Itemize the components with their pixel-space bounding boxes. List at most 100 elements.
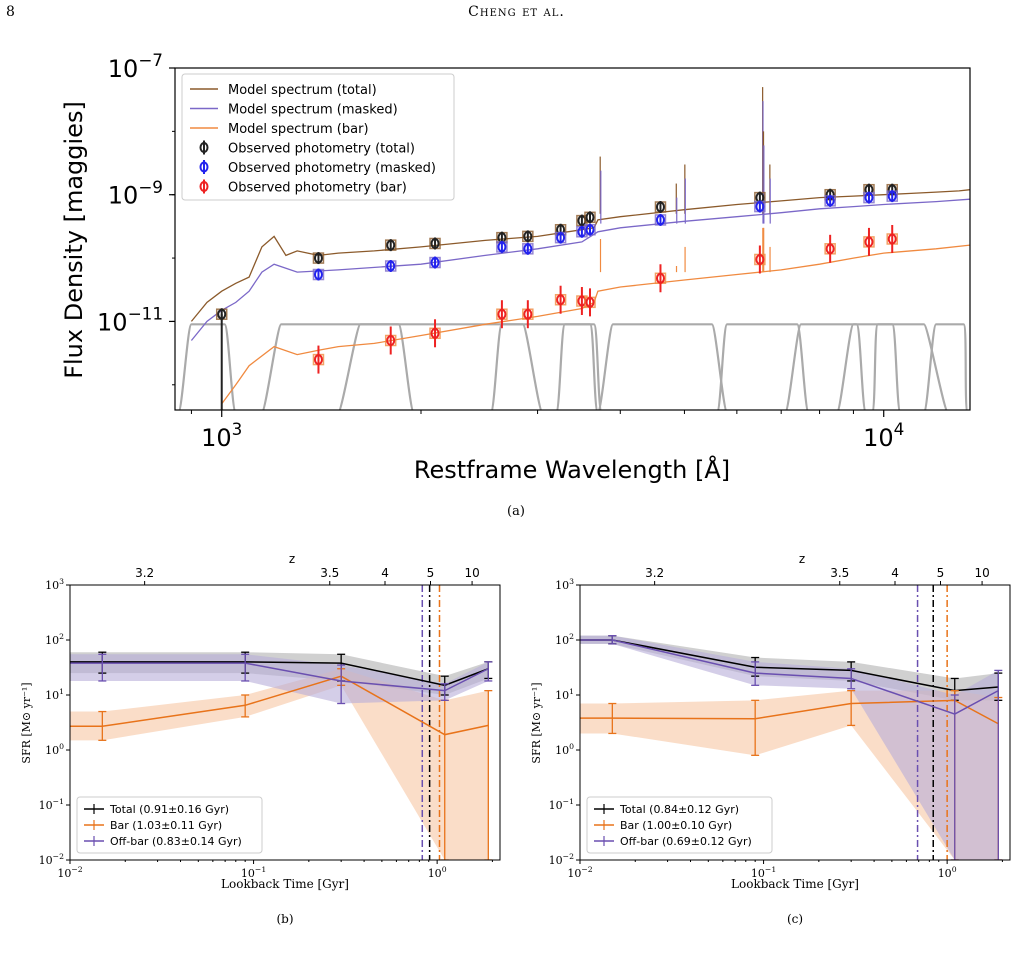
sfh-y-tick-label-base: 10 — [39, 854, 53, 867]
observed-point-bar — [585, 296, 595, 308]
sfh-y-tick-label: 10−2 — [549, 852, 574, 867]
page-header: 8 Cheng et al. — [0, 0, 1033, 30]
sed-y-tick-label: 10−7 — [108, 50, 163, 83]
sfh-x-tick-label: 10−2 — [57, 865, 82, 880]
sfh-c-y-axis-label: SFR [M⊙ yr⁻¹] — [530, 682, 543, 763]
sfh-band-offbar — [580, 635, 999, 860]
observed-point-total — [313, 252, 323, 264]
sfh-b-y-axis-label: SFR [M⊙ yr⁻¹] — [20, 682, 33, 763]
sfh-line-total — [70, 661, 489, 687]
sfh-line-bar — [580, 699, 999, 725]
sfh-x-tick-label: 100 — [938, 865, 957, 880]
sed-y-ticks: 10−710−910−11 — [97, 50, 175, 386]
sfh-y-tick-label-base: 10 — [39, 799, 53, 812]
sfh-c-plot-area — [580, 585, 1003, 860]
filter-curve-2 — [261, 323, 414, 410]
filter-curve-7 — [716, 323, 809, 410]
sfh-x-tick-label: 10−1 — [751, 865, 776, 880]
observed-point-bar — [864, 236, 874, 248]
sfh-y-tick-label: 10−1 — [39, 797, 64, 812]
sfh-x-tick-label-exp: −1 — [765, 865, 776, 874]
sfh-b-x-axis-label: Lookback Time [Gyr] — [221, 877, 349, 891]
observed-point-bar — [497, 308, 507, 320]
sed-x-tick-label-base: 10 — [201, 424, 232, 452]
sfh-legend-box — [586, 796, 773, 854]
sfh-legend-label: Total (0.84±0.12 Gyr) — [619, 803, 739, 816]
observed-point-bar — [556, 294, 566, 306]
filter-curve-3 — [338, 323, 543, 410]
filter-curve-1 — [178, 323, 237, 410]
sfh-y-tick-label: 10−2 — [39, 852, 64, 867]
sfh-y-tick-label-exp: 0 — [569, 742, 574, 751]
figure-panel-a: 10−710−910−11 103 104 Flux Density [maggi… — [60, 50, 971, 519]
sed-legend-point-swatch — [199, 161, 209, 173]
model-spectrum-line-total — [190, 189, 970, 322]
sfh-y-tick-label: 100 — [45, 742, 64, 757]
observed-point-bar — [430, 327, 440, 339]
sfh-c-z-label: z — [799, 552, 805, 566]
sfh-y-tick-label-base: 10 — [45, 689, 59, 702]
observed-point-masked — [585, 224, 595, 236]
sfh-x-tick-label-base: 10 — [57, 867, 71, 880]
sfh-legend-label: Bar (1.03±0.11 Gyr) — [110, 819, 222, 832]
sfh-line-offbar — [70, 662, 489, 692]
observed-point-masked — [864, 192, 874, 204]
sed-x-tick-label: 104 — [863, 419, 904, 452]
sed-y-tick-label-exp: −9 — [138, 177, 163, 197]
sfh-z-tick-label: 10 — [974, 566, 989, 580]
sfh-x-tick-label-base: 10 — [241, 867, 255, 880]
sfh-y-tick-label-base: 10 — [555, 689, 569, 702]
sfh-z-tick-label: 4 — [891, 566, 899, 580]
filter-curve-5 — [555, 323, 603, 410]
sed-y-tick-label-base: 10 — [108, 182, 139, 210]
sed-legend-box — [181, 73, 455, 201]
sfh-x-tick-label-exp: 0 — [952, 865, 957, 874]
sed-y-tick-label: 10−11 — [97, 304, 163, 337]
observed-point-total — [430, 237, 440, 249]
filter-curve-9 — [836, 323, 948, 410]
sfh-y-tick-label: 101 — [45, 687, 64, 702]
sfh-y-tick-label: 102 — [45, 632, 64, 647]
sfh-x-tick-label: 100 — [428, 865, 447, 880]
sfh-x-tick-label-exp: −2 — [581, 865, 592, 874]
sfh-y-tick-label-exp: 1 — [59, 687, 64, 696]
observed-point-bar — [755, 253, 765, 265]
observed-point-total — [386, 239, 396, 251]
sfh-line-bar — [70, 675, 489, 736]
sfh-band-offbar — [70, 654, 489, 704]
sed-x-axis-label: Restframe Wavelength [Å] — [414, 455, 730, 484]
observed-point-masked — [523, 243, 533, 255]
sed-y-tick-label-base: 10 — [97, 308, 128, 336]
observed-point-bar — [386, 335, 396, 347]
sfh-y-tick-label-exp: 1 — [569, 687, 574, 696]
observed-point-total — [523, 230, 533, 242]
sed-y-tick-label-exp: −11 — [128, 304, 163, 324]
observed-point-masked — [430, 257, 440, 269]
observed-point-masked — [556, 232, 566, 244]
sfh-legend-label: Off-bar (0.69±0.12 Gyr) — [620, 835, 752, 848]
sfh-band-bar — [70, 668, 489, 860]
sfh-y-tick-label-base: 10 — [549, 799, 563, 812]
sed-y-axis-label: Flux Density [maggies] — [60, 101, 88, 379]
filter-curve-8 — [785, 323, 867, 410]
sed-x-tick-label-exp: 3 — [232, 419, 243, 439]
sfh-y-tick-label-base: 10 — [45, 744, 59, 757]
sfh-z-tick-label: 3.2 — [645, 566, 664, 580]
sfh-y-tick-label-exp: 2 — [59, 632, 64, 641]
sfh-y-tick-label-base: 10 — [45, 634, 59, 647]
sfh-z-tick-label: 5 — [937, 566, 945, 580]
sfh-y-tick-label-exp: 3 — [59, 577, 64, 586]
sfh-c-legend: Total (0.84±0.12 Gyr) Bar (1.00±0.10 Gyr)… — [586, 796, 773, 854]
observed-point-bar — [887, 233, 897, 245]
sfh-c-frame — [579, 584, 1011, 861]
sfh-legend-label: Off-bar (0.83±0.14 Gyr) — [110, 835, 242, 848]
sfh-x-tick-label-base: 10 — [751, 867, 765, 880]
sfh-y-tick-label-base: 10 — [555, 579, 569, 592]
sed-x-tick-label-base: 10 — [863, 424, 894, 452]
running-head: Cheng et al. — [468, 4, 565, 20]
observed-point-masked — [386, 260, 396, 272]
sed-legend-label: Observed photometry (total) — [228, 142, 415, 157]
observed-point-masked — [755, 201, 765, 213]
sfh-z-tick-label: 4 — [381, 566, 389, 580]
